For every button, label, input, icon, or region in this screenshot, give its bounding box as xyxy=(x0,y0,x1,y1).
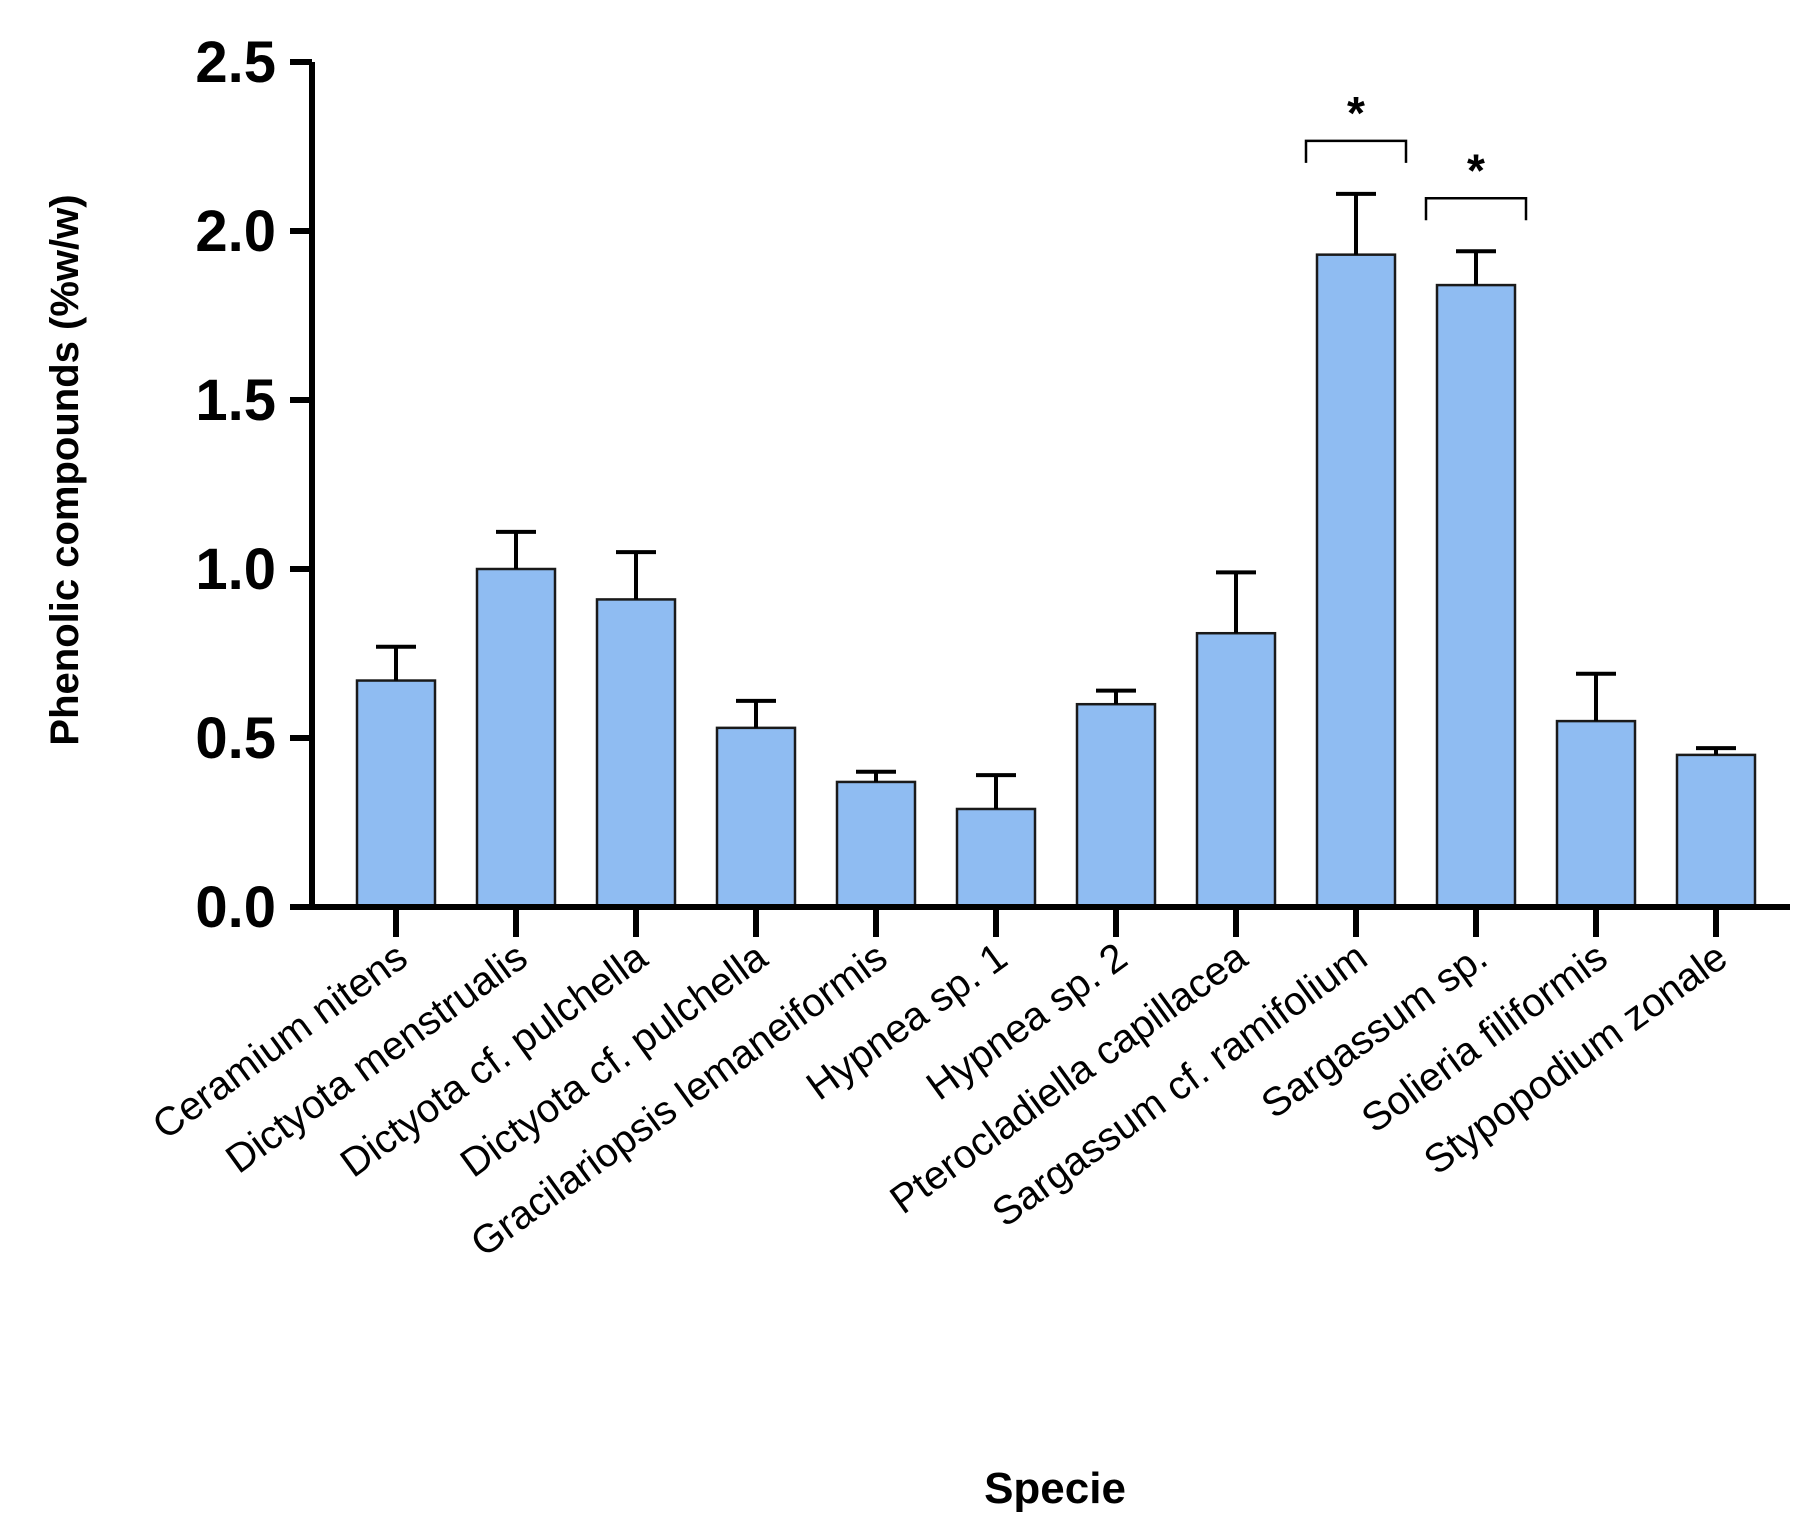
y-tick-label: 1.5 xyxy=(195,368,276,433)
y-ticks-group: 0.0 0.5 1.0 1.5 2.0 2.5 xyxy=(195,30,312,940)
significance-label: * xyxy=(1347,87,1365,139)
x-axis-label: Specie xyxy=(984,1464,1126,1513)
bar xyxy=(1435,283,1517,909)
significance-group: ** xyxy=(1304,87,1528,221)
bar xyxy=(715,726,797,909)
bars-group xyxy=(355,253,1757,909)
bar xyxy=(1195,631,1277,909)
significance-bracket xyxy=(1304,139,1408,163)
significance-bracket xyxy=(1424,197,1528,221)
y-tick-label: 0.5 xyxy=(195,706,276,771)
y-tick-label: 2.0 xyxy=(195,199,276,264)
error-bars-group xyxy=(376,191,1736,809)
bar xyxy=(1075,702,1157,909)
y-tick-label: 0.0 xyxy=(195,875,276,940)
y-tick-label: 1.0 xyxy=(195,537,276,602)
y-tick-label: 2.5 xyxy=(195,30,276,95)
bar xyxy=(1675,753,1757,909)
bar xyxy=(835,780,917,909)
bar xyxy=(955,807,1037,909)
axes-group xyxy=(309,62,1790,910)
bar xyxy=(1555,719,1637,909)
bar xyxy=(475,567,557,909)
y-axis-label: Phenolic compounds (%w/w) xyxy=(43,194,87,745)
x-tick-label: Hypnea sp. 1 xyxy=(799,935,1016,1109)
bar xyxy=(595,598,677,909)
bar xyxy=(1315,253,1397,909)
significance-label: * xyxy=(1467,144,1485,196)
bar xyxy=(355,679,437,909)
